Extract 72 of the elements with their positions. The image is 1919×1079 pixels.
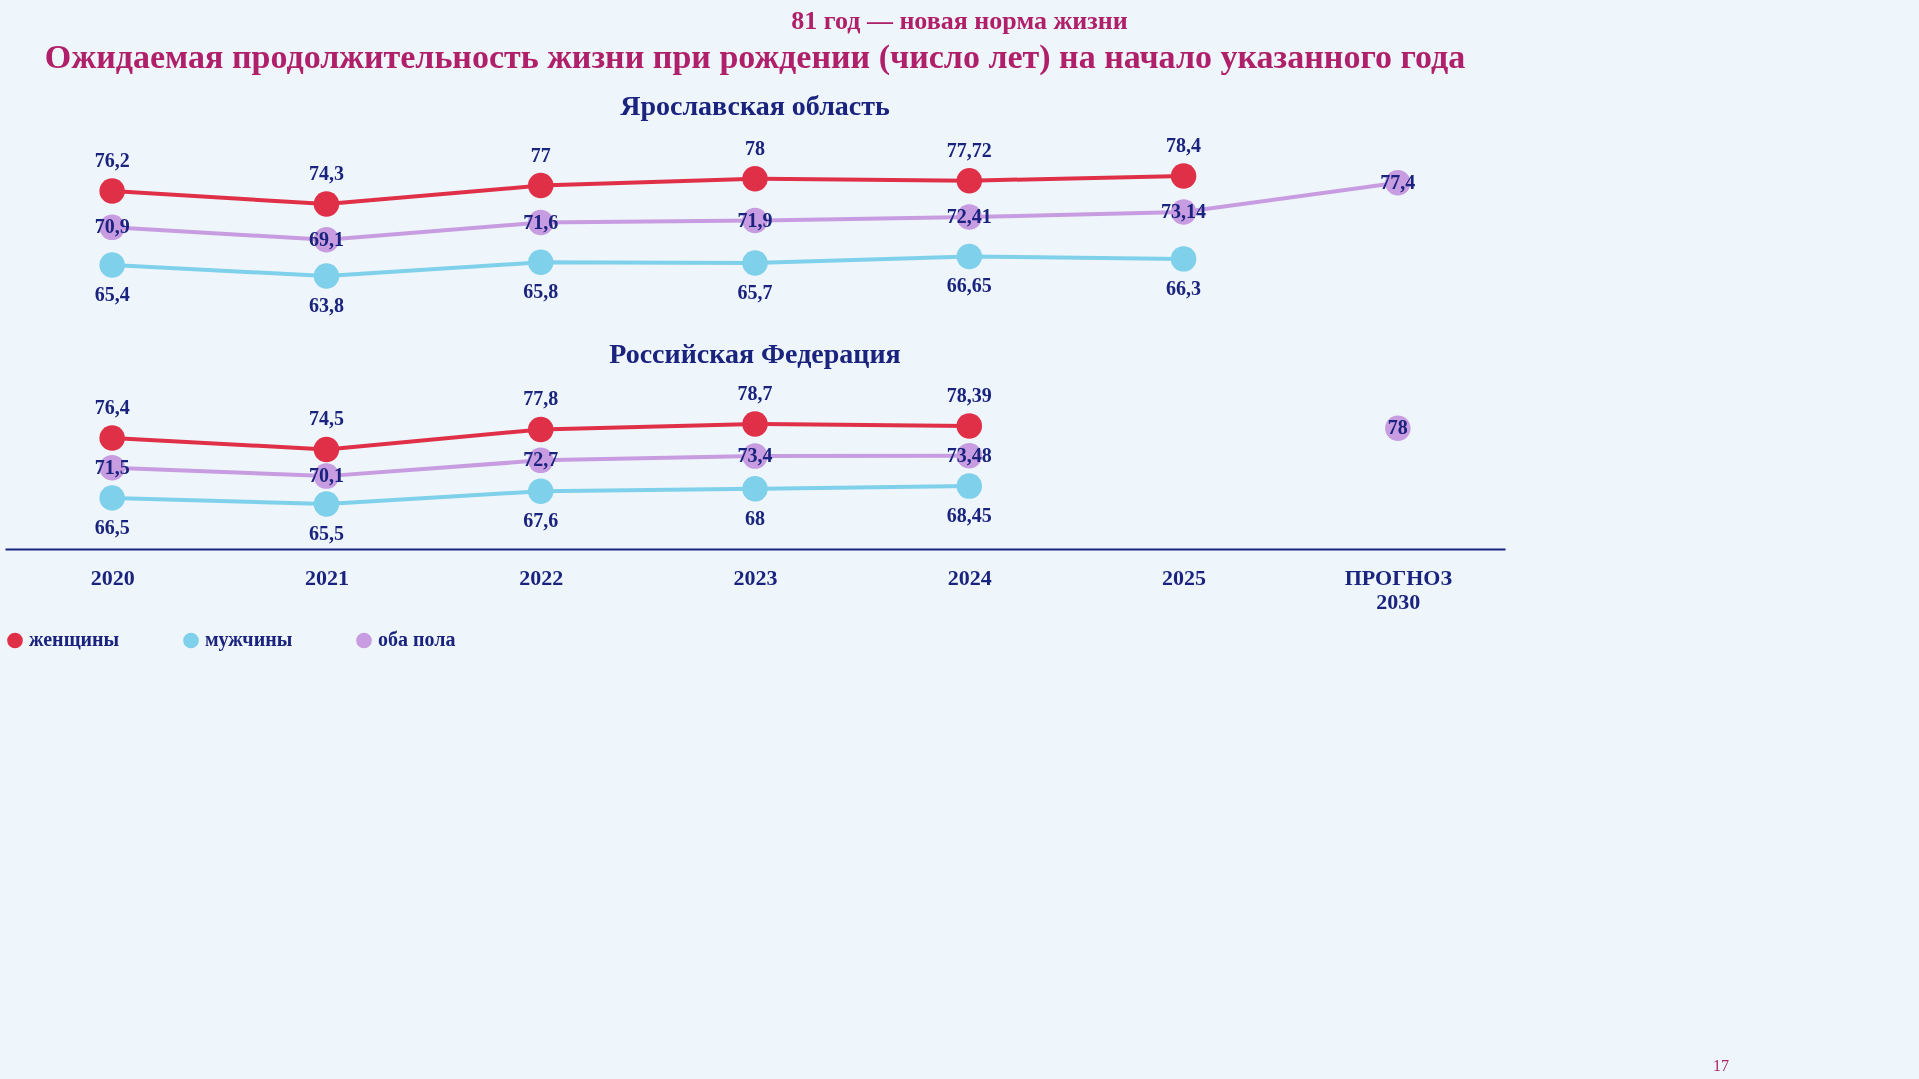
- point: [313, 436, 340, 463]
- data-label: 65,5: [308, 522, 344, 544]
- legend-label: оба пола: [378, 628, 456, 651]
- x-tick-label: 2023: [733, 564, 778, 590]
- point: [99, 178, 125, 204]
- point: [742, 250, 768, 276]
- data-label: 73,4: [737, 444, 773, 467]
- data-label: 77,72: [946, 138, 992, 161]
- point: [956, 413, 983, 439]
- data-label: 71,6: [523, 210, 559, 233]
- data-label: 73,48: [946, 443, 992, 466]
- point: [742, 476, 768, 502]
- point: [956, 473, 983, 499]
- x-tick-label: ПРОГНОЗ 2030: [1344, 564, 1453, 614]
- data-label: 72,7: [523, 448, 559, 471]
- data-label: 73,14: [1161, 200, 1207, 223]
- point: [99, 252, 125, 278]
- x-tick-label: 2020: [90, 564, 135, 590]
- text: 17: [1713, 1057, 1729, 1075]
- data-label: 76,4: [94, 395, 130, 418]
- chart-subtitle: Ярославская область: [620, 90, 891, 121]
- data-label: 65,4: [94, 283, 130, 306]
- data-label: 77: [530, 143, 551, 166]
- data-label: 68: [745, 506, 765, 529]
- data-label: 70,1: [308, 464, 344, 487]
- chart-title: Российская Федерация: [609, 338, 901, 369]
- data-label: 77,4: [1380, 170, 1416, 193]
- data-label: 65,8: [523, 280, 559, 303]
- point: [99, 425, 125, 451]
- data-label: 71,9: [737, 208, 773, 231]
- data-label: 74,5: [308, 407, 344, 430]
- x-tick-label: 2022: [519, 564, 564, 590]
- point: [1170, 246, 1197, 272]
- data-label: 78,7: [737, 382, 773, 404]
- legend-label: женщины: [29, 628, 120, 651]
- point: [99, 485, 125, 511]
- point: [742, 411, 768, 437]
- data-label: 78,4: [1166, 134, 1202, 156]
- point: [313, 491, 340, 517]
- data-label: 78,39: [946, 383, 992, 406]
- data-label: 68,45: [946, 504, 992, 527]
- data-label: 76,2: [94, 149, 130, 172]
- data-label: 71,5: [94, 455, 130, 478]
- x-tick-label: 2024: [947, 564, 992, 590]
- data-label: 78: [745, 136, 765, 159]
- data-label: 66,65: [946, 274, 992, 297]
- point: [956, 243, 983, 270]
- point: [527, 249, 554, 276]
- chart-title: Ожидаемая продолжительность жизни при рождении (число лет) на начало указанного года: [44, 38, 1466, 76]
- point: [956, 167, 983, 194]
- data-label: 63,8: [308, 294, 344, 316]
- data-label: 72,41: [946, 205, 992, 228]
- point: [527, 172, 554, 199]
- data-label: 67,6: [523, 509, 559, 532]
- data-label: 69,1: [308, 227, 344, 250]
- data-label: 77,8: [523, 387, 559, 410]
- point: [742, 166, 768, 192]
- data-label: 66,3: [1166, 276, 1202, 299]
- point: [1170, 163, 1197, 189]
- data-label: 65,7: [737, 280, 773, 303]
- data-label: 74,3: [308, 162, 344, 185]
- x-tick-label: 2021: [304, 564, 349, 590]
- point: [313, 263, 340, 289]
- data-label: 78: [1387, 416, 1408, 439]
- legend-label: мужчины: [205, 628, 293, 652]
- data-label: 66,5: [94, 515, 130, 538]
- point: [527, 478, 554, 504]
- text: 81 год — новая норма жизни: [790, 5, 1129, 36]
- point: [313, 191, 340, 217]
- x-tick-label: 2025: [1162, 564, 1207, 590]
- data-label: 70,9: [94, 215, 130, 238]
- point: [527, 416, 554, 443]
